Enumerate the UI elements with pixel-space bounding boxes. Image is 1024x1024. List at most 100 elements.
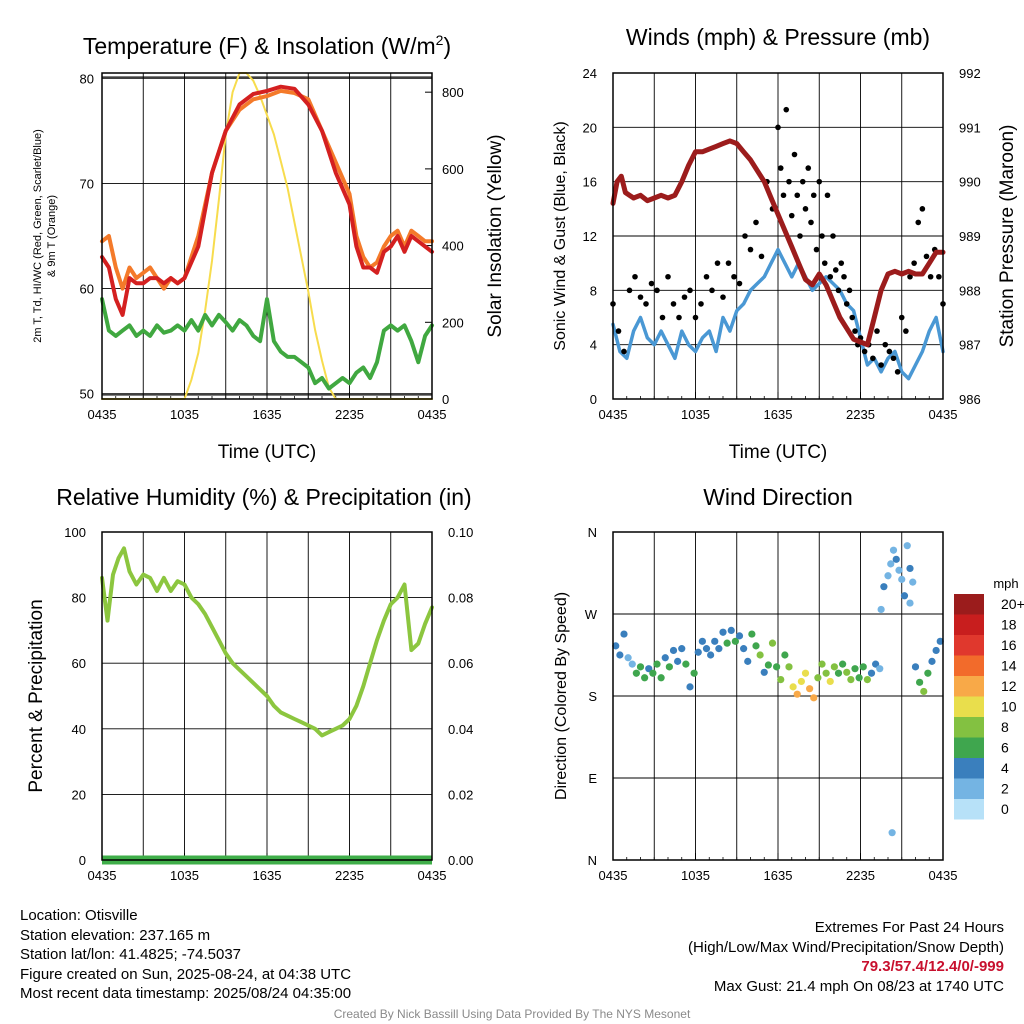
wind-direction-point xyxy=(932,646,940,655)
gust-point xyxy=(615,328,622,334)
sonic-wind-line xyxy=(611,247,945,381)
gust-point xyxy=(852,328,858,334)
gust-point xyxy=(861,348,868,355)
wind-direction-point xyxy=(682,660,690,668)
wind-direction-point xyxy=(839,660,847,668)
y-right-tick-label: 0.08 xyxy=(448,591,473,606)
wind-direction-point xyxy=(624,654,632,662)
wind-direction-point xyxy=(740,645,748,653)
gust-point xyxy=(758,253,765,260)
wind-direction-point xyxy=(735,632,744,640)
wind-direction-point xyxy=(898,575,906,583)
gust-point xyxy=(841,273,847,280)
wind-direction-point xyxy=(744,657,752,665)
y-right-tick-label: 990 xyxy=(959,175,981,190)
max-gust-text: Max Gust: 21.4 mph On 08/23 at 1740 UTC xyxy=(713,977,1004,995)
wind-direction-point xyxy=(793,690,801,698)
colorbar-label: 6 xyxy=(1001,740,1009,756)
colorbar-label: 2 xyxy=(1001,781,1009,797)
wind-direction-point xyxy=(641,674,649,682)
credit-text: Created By Nick Bassill Using Data Provi… xyxy=(333,1007,691,1021)
wind-direction-point xyxy=(851,665,859,673)
colorbar-swatch xyxy=(954,778,984,799)
wind-direction-point xyxy=(911,663,920,671)
gust-point xyxy=(714,260,721,266)
wind-direction-point xyxy=(690,669,698,677)
station-pressure-line xyxy=(610,138,946,348)
wind-direction-point xyxy=(920,687,928,696)
wind-direction-point xyxy=(752,642,760,650)
y-tick-label: W xyxy=(585,607,598,622)
x-tick-label: 1635 xyxy=(764,868,793,883)
gust-point xyxy=(753,219,759,226)
chart-title: Wind Direction xyxy=(703,484,853,510)
x-tick-label: 1035 xyxy=(170,407,199,422)
wind-direction-point xyxy=(880,583,888,591)
wind-direction-point xyxy=(909,578,917,586)
plot-border xyxy=(101,531,433,861)
y-tick-label: 40 xyxy=(72,722,86,737)
y-tick-label: 16 xyxy=(583,175,597,190)
gust-point xyxy=(874,328,880,334)
gust-point xyxy=(659,314,666,321)
chart-title: Temperature (F) & Insolation (W/m2) xyxy=(83,32,451,59)
wind-direction-point xyxy=(889,546,898,554)
wind-direction-point xyxy=(707,651,715,659)
wind-direction-point xyxy=(723,639,731,647)
wind-direction-point xyxy=(924,669,932,677)
x-tick-label: 0435 xyxy=(929,868,958,883)
x-tick-label: 1635 xyxy=(764,407,793,422)
wind-direction-point xyxy=(698,637,706,645)
gust-point xyxy=(777,165,784,171)
y-right-tick-label: 989 xyxy=(959,229,981,244)
y-tick-label: 60 xyxy=(72,656,86,671)
elevation-text: Station elevation: 237.165 m xyxy=(20,926,211,944)
y-right-tick-label: 988 xyxy=(959,283,981,298)
plot-border xyxy=(101,72,433,400)
gust-point xyxy=(810,192,817,199)
gust-point xyxy=(709,287,715,294)
wind-direction-point xyxy=(806,685,814,693)
x-tick-label: 2235 xyxy=(846,407,875,422)
gust-point xyxy=(805,165,812,171)
gust-point xyxy=(731,273,737,280)
wind-direction-point xyxy=(872,660,880,668)
x-tick-label: 0435 xyxy=(599,407,628,422)
wind-direction-point xyxy=(653,660,661,668)
extremes-panel: Extremes For Past 24 Hours (High/Low/Max… xyxy=(688,918,1004,996)
extremes-subtitle: (High/Low/Max Wind/Precipitation/Snow De… xyxy=(688,938,1004,956)
gust-point xyxy=(890,355,897,362)
y-right-axis-label: Station Pressure (Maroon) xyxy=(997,125,1018,348)
colorbar-swatch xyxy=(954,676,984,697)
y-right-tick-label: 0 xyxy=(442,392,449,407)
wind-direction-point xyxy=(830,663,838,671)
wind-direction-point xyxy=(892,555,900,563)
gust-point xyxy=(654,287,660,294)
wind-direction-point xyxy=(916,678,924,686)
relative-humidity-line xyxy=(100,546,434,738)
gust-point xyxy=(911,260,917,266)
recent-data-text: Most recent data timestamp: 2025/08/24 0… xyxy=(20,985,352,1002)
gust-point xyxy=(676,314,682,321)
gust-point xyxy=(692,314,699,321)
y-tick-label: 0 xyxy=(590,392,597,407)
x-tick-label: 2235 xyxy=(335,407,364,422)
wind-direction-point xyxy=(785,663,793,671)
wind-direction-point xyxy=(616,651,624,659)
x-tick-label: 1035 xyxy=(681,407,710,422)
wind-direction-point xyxy=(818,660,826,668)
gust-point xyxy=(720,294,726,300)
wind-direction-point xyxy=(665,663,673,671)
gust-point xyxy=(791,151,798,158)
gust-point xyxy=(813,246,820,253)
gust-point xyxy=(797,233,803,239)
x-tick-label: 0435 xyxy=(88,868,117,883)
gust-point xyxy=(907,273,913,280)
y-tick-label: 12 xyxy=(583,229,597,244)
wind-direction-point xyxy=(694,648,702,656)
gust-point xyxy=(832,267,839,273)
wind-direction-point xyxy=(863,676,871,684)
wind-direction-point xyxy=(678,645,686,653)
colorbar-swatch xyxy=(954,717,984,738)
station-info: Location: Otisville Station elevation: 2… xyxy=(20,906,351,1004)
